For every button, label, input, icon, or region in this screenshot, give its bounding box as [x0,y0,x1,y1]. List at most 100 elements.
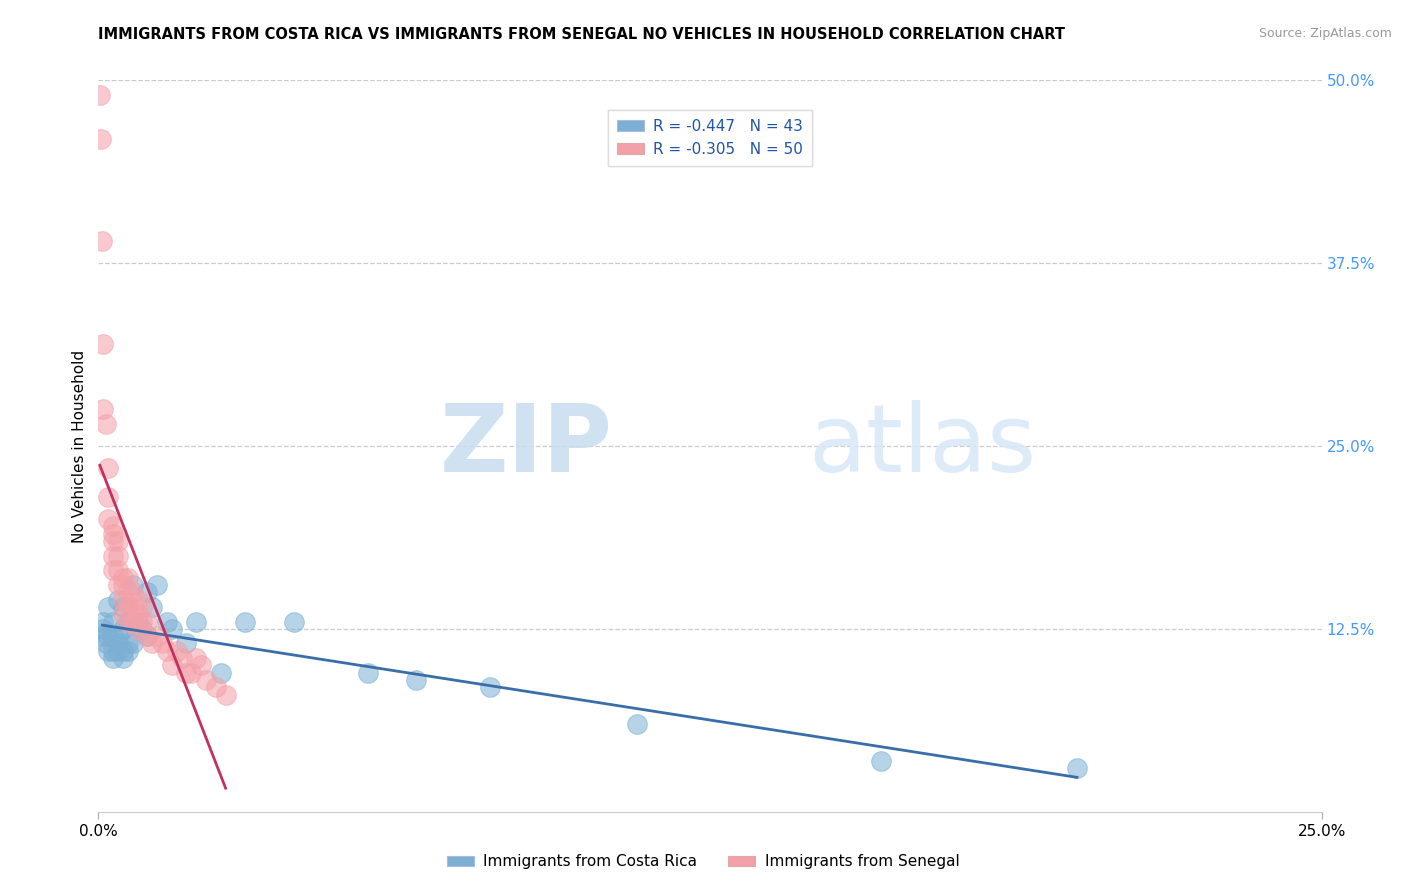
Point [180,665,202,680]
Point [91,622,114,636]
Point [97,629,120,643]
Point [101,651,124,665]
Point [136,629,159,643]
Point [166,644,188,658]
Point [233,615,256,629]
Point [205,681,228,695]
Point [107,644,129,658]
Text: atlas: atlas [808,400,1036,492]
Point [870,754,893,768]
Point [195,673,218,687]
Point [121,585,143,599]
Point [117,571,139,585]
Text: ZIP: ZIP [439,400,612,492]
Point [97,599,120,614]
Point [160,622,183,636]
Point [1066,761,1088,775]
Point [111,592,134,607]
Point [117,615,139,629]
Point [121,636,143,650]
Point [91,336,114,351]
Point [146,629,169,643]
Point [209,665,232,680]
Point [97,461,120,475]
Point [121,599,143,614]
Point [101,615,124,629]
Point [131,599,153,614]
Point [97,512,120,526]
Point [97,644,120,658]
Text: Source: ZipAtlas.com: Source: ZipAtlas.com [1258,27,1392,40]
Point [176,665,198,680]
Point [176,636,198,650]
Point [107,578,129,592]
Point [121,615,143,629]
Point [478,681,501,695]
Text: IMMIGRANTS FROM COSTA RICA VS IMMIGRANTS FROM SENEGAL NO VEHICLES IN HOUSEHOLD C: IMMIGRANTS FROM COSTA RICA VS IMMIGRANTS… [98,27,1066,42]
Point [90,132,112,146]
Point [111,607,134,622]
Point [91,402,114,417]
Point [150,636,173,650]
Point [89,87,111,102]
Point [131,615,153,629]
Point [117,636,139,650]
Point [214,688,236,702]
Point [111,651,134,665]
Point [91,234,114,248]
Point [107,563,129,577]
Point [117,644,139,658]
Point [127,607,149,622]
Point [136,629,159,643]
Point [111,622,134,636]
Point [107,592,129,607]
Point [101,526,124,541]
Point [117,599,139,614]
Point [111,599,134,614]
Point [141,636,163,650]
Point [97,490,120,504]
Point [101,534,124,549]
Point [91,615,114,629]
Point [131,622,153,636]
Point [136,615,159,629]
Point [117,585,139,599]
Point [111,571,134,585]
Point [107,534,129,549]
Point [156,615,179,629]
Point [356,665,378,680]
Point [107,636,129,650]
Point [160,658,183,673]
Point [156,644,179,658]
Legend: R = -0.447   N = 43, R = -0.305   N = 50: R = -0.447 N = 43, R = -0.305 N = 50 [607,110,813,166]
Point [190,658,212,673]
Point [107,549,129,563]
Point [127,592,149,607]
Point [186,651,208,665]
Point [107,629,129,643]
Point [101,644,124,658]
Point [127,622,149,636]
Point [136,585,159,599]
Point [405,673,427,687]
Point [91,629,114,643]
Point [94,417,117,431]
Point [117,615,139,629]
Point [283,615,305,629]
Point [94,636,117,650]
Point [101,629,124,643]
Y-axis label: No Vehicles in Household: No Vehicles in Household [72,350,87,542]
Point [626,717,648,731]
Point [111,644,134,658]
Point [186,615,208,629]
Point [101,563,124,577]
Point [146,578,169,592]
Point [141,599,163,614]
Point [170,651,193,665]
Legend: Immigrants from Costa Rica, Immigrants from Senegal: Immigrants from Costa Rica, Immigrants f… [440,848,966,875]
Point [101,519,124,533]
Point [127,615,149,629]
Point [111,578,134,592]
Point [121,578,143,592]
Point [101,549,124,563]
